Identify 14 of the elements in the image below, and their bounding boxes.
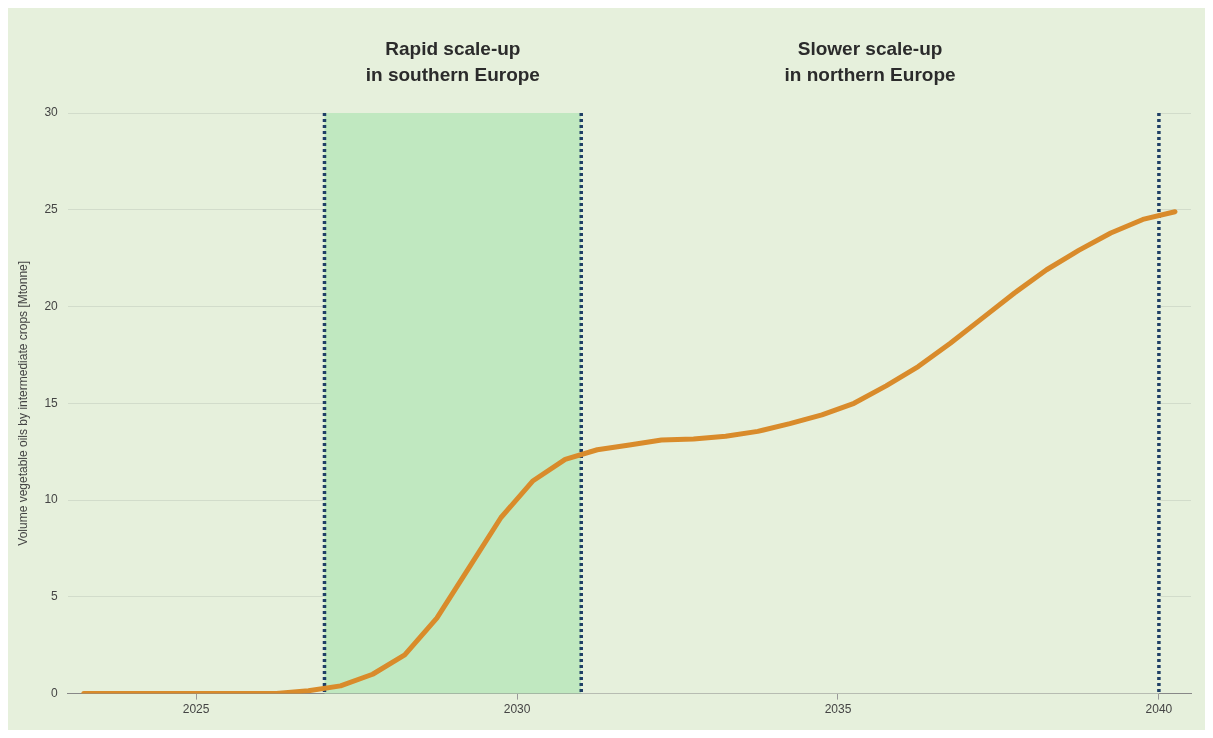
y-tick-label: 10 [44,492,59,507]
x-tick-label: 2040 [1145,702,1173,717]
x-tick-label: 2030 [503,702,531,717]
y-axis-title: Volume vegetable oils by intermediate crops [Mtonne] [15,260,30,546]
x-tick-label: 2025 [182,702,210,717]
y-tick-label: 20 [44,298,59,313]
y-tick-label: 25 [44,202,59,217]
y-tick-label: 15 [44,395,59,410]
x-tick-label: 2035 [824,702,852,717]
band-label: Rapid scale-up in southern Europe [365,38,540,85]
y-tick-label: 0 [51,685,59,700]
band-label: Slower scale-up in northern Europe [784,38,956,85]
y-tick-label: 30 [44,105,59,120]
y-tick-label: 5 [51,589,59,604]
